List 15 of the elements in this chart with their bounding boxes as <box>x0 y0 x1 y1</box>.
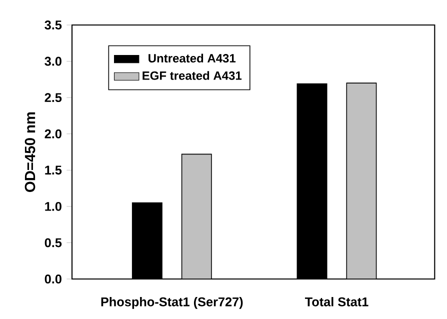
y-tick-label: 1.5 <box>45 166 62 175</box>
y-tick-label: 2.0 <box>44 129 62 138</box>
x-tick-label: Total Stat1 <box>304 297 368 306</box>
legend-label: EGF treated A431 <box>142 71 242 80</box>
y-tick-label: 3.5 <box>44 20 62 30</box>
bar <box>181 154 212 279</box>
bar <box>346 82 377 279</box>
legend-label: Untreated A431 <box>148 54 236 63</box>
y-tick-label: 0.5 <box>44 238 62 248</box>
y-tick-label: 2.5 <box>44 93 62 102</box>
x-tick-label: Phospho-Stat1 (Ser727) <box>101 297 243 309</box>
y-tick-label: 1.0 <box>45 202 62 211</box>
y-tick-label: 0.0 <box>44 274 62 284</box>
y-axis-title: OD=450 nm <box>24 112 36 192</box>
y-tick-label: 3.0 <box>44 56 62 66</box>
